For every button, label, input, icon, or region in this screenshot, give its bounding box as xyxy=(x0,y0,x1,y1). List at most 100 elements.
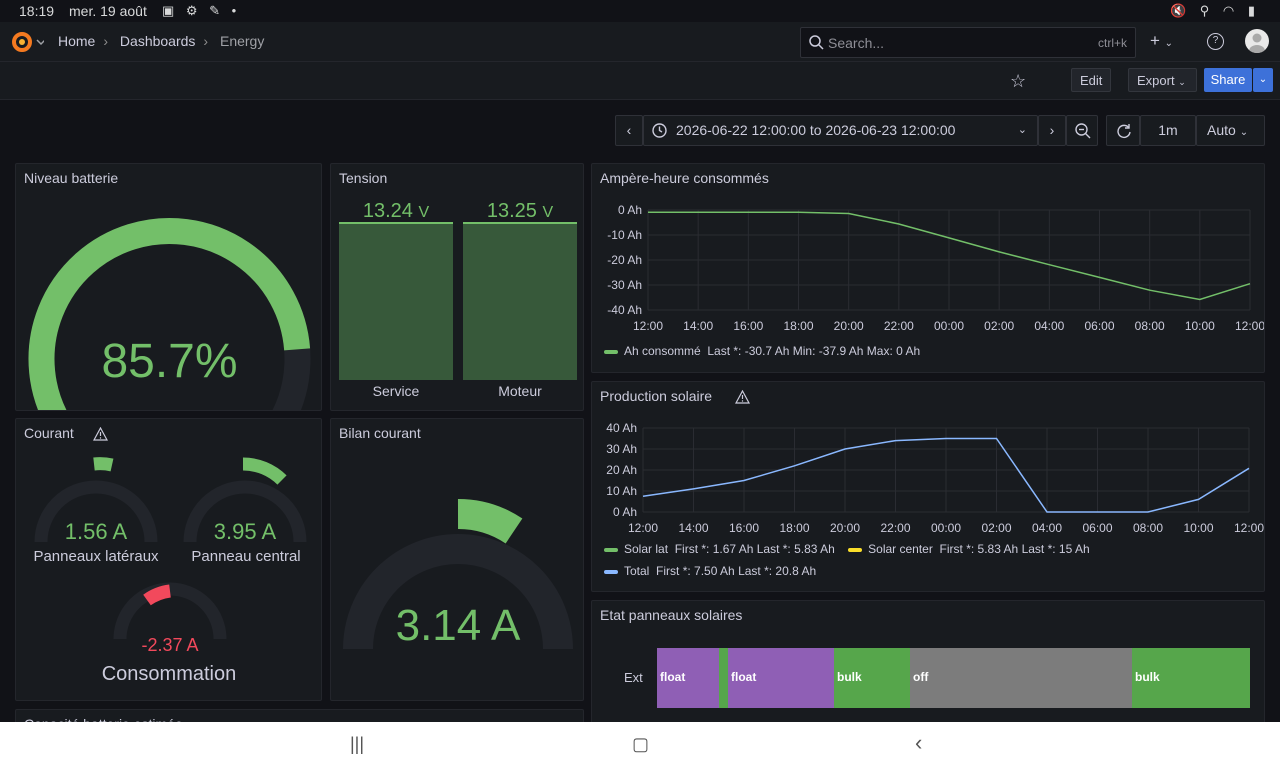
search-shortcut: ctrl+k xyxy=(1097,36,1127,50)
amp-hour-chart: 0 Ah -10 Ah -20 Ah -30 Ah -40 Ah 12:00 14:00 16… xyxy=(607,203,1264,333)
zoom-out-button[interactable] xyxy=(1066,115,1098,146)
refresh-icon xyxy=(1117,124,1131,138)
time-back-button[interactable]: ‹ xyxy=(615,115,643,146)
breadcrumb-dashboards[interactable]: Dashboards xyxy=(119,33,196,49)
x-tick-label: 16:00 xyxy=(729,521,759,535)
gauge-track xyxy=(343,534,573,650)
state-segment[interactable]: off xyxy=(910,648,1132,708)
panel-title: Niveau batterie xyxy=(24,170,119,186)
chevron-down-icon: ⌄ xyxy=(1164,38,1174,49)
state-segment[interactable]: bulk xyxy=(834,648,910,708)
y-tick-label: 0 Ah xyxy=(618,203,642,217)
x-tick-label: 20:00 xyxy=(830,521,860,535)
star-icon[interactable]: ☆ xyxy=(1010,71,1027,91)
breadcrumb-energy: Energy xyxy=(219,33,265,49)
consumption-label: Consommation xyxy=(101,663,237,685)
chevron-right-icon: › xyxy=(203,33,209,49)
export-button[interactable]: Export ⌄ xyxy=(1128,68,1197,92)
x-tick-label: 16:00 xyxy=(733,319,763,333)
motor-voltage-value: 13.25 V xyxy=(463,200,577,223)
gauge-fill xyxy=(28,218,311,410)
legend-stats: First *: 7.50 Ah Last *: 20.8 Ah xyxy=(656,564,817,578)
chevron-down-icon: ⌄ xyxy=(1017,124,1027,136)
x-tick-label: 02:00 xyxy=(984,319,1014,333)
state-segment[interactable]: float xyxy=(657,648,719,708)
grafana-logo-icon[interactable] xyxy=(10,30,44,54)
panel-title: Tension xyxy=(339,170,388,186)
state-label: float xyxy=(660,670,686,684)
new-button[interactable]: + ⌄ xyxy=(1150,31,1173,51)
search-placeholder: Search... xyxy=(828,35,885,51)
x-tick-label: 10:00 xyxy=(1183,521,1213,535)
time-forward-button[interactable]: › xyxy=(1038,115,1066,146)
y-tick-label: -10 Ah xyxy=(607,228,642,242)
edit-button[interactable]: Edit xyxy=(1071,68,1112,92)
battery-value: 85.7% xyxy=(101,335,238,388)
x-tick-label: 00:00 xyxy=(931,521,961,535)
legend-stats: First *: 5.83 Ah Last *: 15 Ah xyxy=(939,542,1090,556)
plus-icon: + xyxy=(1150,31,1160,50)
legend-series-name[interactable]: Solar center xyxy=(868,542,933,556)
refresh-button[interactable] xyxy=(1106,115,1140,146)
refresh-interval[interactable]: 1m xyxy=(1140,115,1196,146)
state-segment[interactable]: bulk xyxy=(1132,648,1250,708)
search-icon xyxy=(809,35,824,50)
service-voltage-bar xyxy=(339,222,453,380)
x-tick-label: 22:00 xyxy=(884,319,914,333)
legend-series-name[interactable]: Solar lat xyxy=(624,542,669,556)
battery-level-panel: Niveau batterie 85.7% xyxy=(15,163,322,411)
breadcrumb-home[interactable]: Home xyxy=(58,33,96,49)
legend-series-name[interactable]: Total xyxy=(624,564,650,578)
search-input[interactable]: Search... ctrl+k xyxy=(800,27,1136,58)
service-voltage: 13.24 xyxy=(362,200,413,222)
balance-gauge xyxy=(343,498,573,650)
motor-voltage-bar xyxy=(463,222,577,380)
x-tick-label: 18:00 xyxy=(783,319,813,333)
balance-value: 3.14 A xyxy=(395,601,521,650)
current-panel: Courant 1.56 A Panneaux latéraux 3.95 A … xyxy=(15,418,322,701)
warning-icon[interactable] xyxy=(735,390,750,404)
y-tick-label: -30 Ah xyxy=(607,278,642,292)
gauge-track xyxy=(34,480,158,543)
gauge-fill xyxy=(93,457,114,472)
legend-swatch xyxy=(848,547,863,552)
share-dropdown-button[interactable]: ⌄ xyxy=(1253,68,1273,92)
avatar[interactable] xyxy=(1245,29,1269,53)
service-label: Service xyxy=(372,383,420,399)
auto-refresh-dropdown[interactable]: Auto ⌄ xyxy=(1196,115,1265,146)
x-tick-label: 08:00 xyxy=(1133,521,1163,535)
gauge-track xyxy=(183,480,307,543)
motor-voltage-unit: V xyxy=(542,204,554,221)
chevron-down-icon: ⌄ xyxy=(1178,77,1186,87)
legend-series-name[interactable]: Ah consommé xyxy=(624,344,701,358)
state-label: off xyxy=(913,670,929,684)
state-segment[interactable] xyxy=(719,648,728,708)
share-button[interactable]: Share xyxy=(1204,68,1252,92)
x-tick-label: 06:00 xyxy=(1084,319,1114,333)
home-icon[interactable]: ▢ xyxy=(632,734,650,754)
zoom-out-icon xyxy=(1075,123,1091,139)
chevron-down-icon: ⌄ xyxy=(1239,127,1249,138)
state-label: float xyxy=(731,670,757,684)
back-icon[interactable]: ‹ xyxy=(915,730,923,755)
current-gauges xyxy=(34,457,307,640)
time-range-label: 2026-06-22 12:00:00 to 2026-06-23 12:00:… xyxy=(676,122,956,138)
status-system-icons: 🔇 ⚲ ◠ ▮ xyxy=(1169,3,1260,18)
state-segment[interactable]: float xyxy=(728,648,834,708)
time-range-picker[interactable]: 2026-06-22 12:00:00 to 2026-06-23 12:00:… xyxy=(643,115,1038,146)
warning-icon[interactable] xyxy=(93,427,108,441)
help-icon[interactable]: ? xyxy=(1207,33,1224,50)
side-panels-current: 1.56 A xyxy=(64,519,128,544)
legend-stats: Last *: -30.7 Ah Min: -37.9 Ah Max: 0 Ah xyxy=(707,344,921,358)
legend-swatch xyxy=(604,569,618,574)
x-tick-label: 02:00 xyxy=(981,521,1011,535)
x-tick-label: 12:00 xyxy=(628,521,658,535)
center-panel-current: 3.95 A xyxy=(213,519,277,544)
y-tick-label: 0 Ah xyxy=(613,505,637,519)
service-voltage-value: 13.24 V xyxy=(339,200,453,223)
x-tick-label: 10:00 xyxy=(1185,319,1215,333)
recent-apps-icon[interactable]: ||| xyxy=(350,734,365,754)
solar-chart: 40 Ah 30 Ah 20 Ah 10 Ah 0 Ah 12:00 14:00 16:00 1… xyxy=(606,421,1264,535)
legend-stats: First *: 1.67 Ah Last *: 5.83 Ah xyxy=(674,542,835,556)
chevron-right-icon: › xyxy=(1049,122,1055,138)
